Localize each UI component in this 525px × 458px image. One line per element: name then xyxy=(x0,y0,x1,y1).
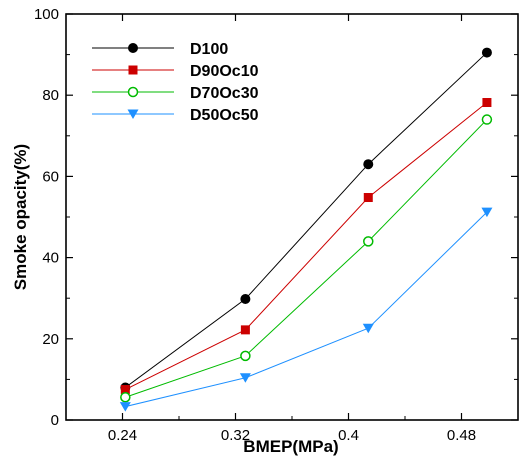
series-d90oc10 xyxy=(120,98,492,395)
legend-label-d90oc10: D90Oc10 xyxy=(190,63,259,80)
y-tick-label: 80 xyxy=(42,87,59,104)
data-point-d50oc50 xyxy=(239,373,251,383)
data-point-d100 xyxy=(481,47,492,58)
data-point-d50oc50 xyxy=(119,402,131,412)
data-point-d50oc50 xyxy=(481,207,493,218)
y-tick-label: 40 xyxy=(42,250,59,267)
data-point-d90oc10 xyxy=(363,193,373,203)
data-point-d90oc10 xyxy=(482,98,492,108)
series-line-d100 xyxy=(125,52,488,388)
x-tick-label: 0.32 xyxy=(221,427,250,444)
data-point-d70oc30 xyxy=(240,350,251,362)
legend-marker-d70oc30 xyxy=(127,86,139,98)
series-d70oc30 xyxy=(120,114,493,403)
data-point-d90oc10 xyxy=(120,385,130,395)
legend-label-d100: D100 xyxy=(190,41,228,58)
x-axis-title: BMEP(MPa) xyxy=(243,437,338,456)
legend-marker-d50oc50 xyxy=(127,109,139,119)
series-line-d90oc10 xyxy=(125,102,488,390)
legend-label-d50oc50: D50Oc50 xyxy=(190,107,259,124)
y-tick-label: 100 xyxy=(34,6,59,23)
plot-area: 0 20 40 60 80 100 0.24 0.32 0.4 0.48 xyxy=(34,6,519,444)
series-d100 xyxy=(120,47,492,393)
legend-marker-d90oc10 xyxy=(128,65,138,75)
legend-marker-d100 xyxy=(128,43,138,53)
data-point-d70oc30 xyxy=(481,114,493,125)
y-tick-label: 20 xyxy=(42,331,59,348)
y-axis-title: Smoke opacity(%) xyxy=(11,144,30,290)
data-point-d100 xyxy=(363,159,374,170)
data-point-d70oc30 xyxy=(120,392,131,403)
series-line-d70oc30 xyxy=(125,119,488,398)
x-tick-label: 0.24 xyxy=(108,427,137,444)
data-point-d70oc30 xyxy=(363,236,374,247)
legend: D100 D90Oc10 D70Oc30 D50Oc50 xyxy=(92,41,259,124)
legend-label-d70oc30: D70Oc30 xyxy=(190,85,259,102)
data-point-d90oc10 xyxy=(240,325,250,335)
x-tick-label: 0.4 xyxy=(338,427,359,444)
data-point-d50oc50 xyxy=(362,323,374,334)
series-layer xyxy=(119,47,493,412)
series-line-d50oc50 xyxy=(125,211,488,408)
x-tick-label: 0.48 xyxy=(447,427,476,444)
y-tick-label: 60 xyxy=(42,168,59,185)
y-tick-label: 0 xyxy=(51,412,59,429)
series-d50oc50 xyxy=(119,207,493,412)
data-point-d100 xyxy=(240,294,251,305)
